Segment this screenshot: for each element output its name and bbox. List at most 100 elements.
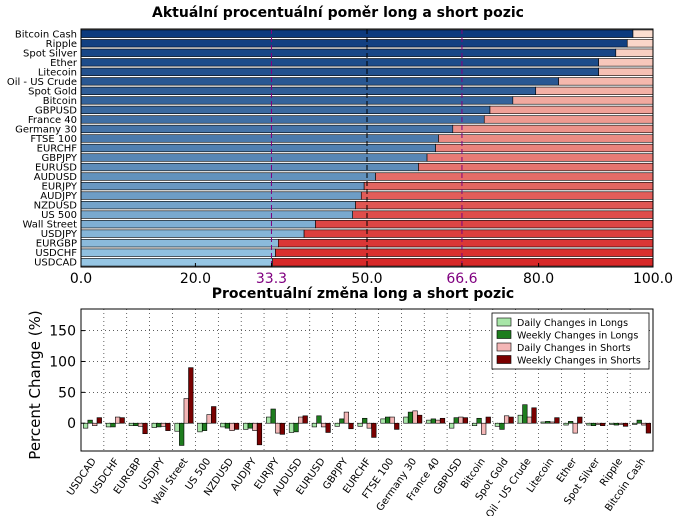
ratio-category-label: EURJPY [42,182,78,193]
change-bars [82,367,652,446]
ratio-x-tick-label: 20.0 [180,271,211,287]
ratio-long-bar [80,220,316,229]
ratio-long-bar [80,48,617,57]
change-bar [458,416,464,424]
change-bar [325,422,331,433]
change-bar [563,422,569,426]
change-bar [320,422,327,428]
change-bar [96,417,102,424]
ratio-category-label: EURCHF [37,144,78,155]
ratio-short-bar [452,124,654,134]
change-bar [522,404,528,424]
change-bar [179,422,185,446]
change-bar [201,422,208,431]
ratio-x-tick-label: 100.0 [633,271,673,287]
change-bar [266,416,272,424]
ratio-short-bar [426,153,654,162]
ratio-x-tick-label: 66.6 [446,271,477,287]
ratio-short-bar [489,105,654,115]
change-bar [462,417,468,424]
ratio-short-bar [512,96,654,105]
change-bar [343,411,349,424]
ratio-long-bar [80,29,634,38]
ratio-category-label: Germany 30 [15,124,77,135]
change-bar [105,422,112,428]
ratio-short-bar [598,67,654,76]
ratio-short-bar [483,115,654,124]
ratio-category-label: GBPJPY [41,153,77,164]
change-bar [517,414,523,424]
ratio-long-bar [80,153,428,162]
ratio-short-bar [632,29,654,38]
change-bar [233,422,240,430]
ratio-short-bar [352,210,654,219]
ratio-category-label: Oil - US Crude [7,77,77,88]
change-bar [412,410,418,424]
ratio-long-bar [80,86,537,95]
change-bar [407,411,414,424]
change-bar [229,422,235,431]
change-bar [394,422,400,430]
change-bar [554,417,560,424]
change-bar [133,422,139,426]
change-bar [302,415,308,424]
change-legend: Daily Changes in Longs Weekly Changes in … [491,312,650,370]
change-bar [137,422,144,427]
ratio-category-label: AUDJPY [40,191,78,202]
change-legend-label: Daily Changes in Shorts [517,343,631,354]
ratio-long-bar [80,239,279,248]
change-bar [577,416,583,424]
change-bar [87,419,93,424]
ratio-short-bar [435,143,654,153]
change-bar [499,422,505,430]
change-bar [142,422,148,435]
change-bar [545,421,551,424]
ratio-category-label: Ripple [46,39,77,50]
ratio-long-bar [80,172,376,181]
change-bar [435,419,441,424]
change-legend-swatch [496,355,512,364]
ratio-x-ticks: 0.0 20.0 33.3 50.0 66.6 80.0 100.0 [70,263,673,287]
change-bar [348,422,354,430]
ratio-x-tick-label: 80.0 [523,271,554,287]
change-legend-swatch [496,317,512,327]
ratio-category-label: USDCHF [35,248,77,259]
ratio-long-bar [80,77,559,86]
ratio-x-tick-label: 0.0 [70,271,92,287]
ratio-category-label: EURGBP [36,239,77,250]
ratio-x-tick-label: 33.3 [256,271,287,287]
change-bar [183,398,189,424]
ratio-category-label: GBPUSD [35,105,77,116]
ratio-long-bar [80,181,365,191]
change-bar [641,422,647,426]
change-bar [476,417,482,424]
ratio-long-bar [80,229,305,238]
ratio-category-label: Litecoin [38,67,77,78]
change-y-ticks: 0 50 100 150 [49,324,85,432]
change-bar [595,422,601,425]
ratio-long-bar [80,143,436,153]
change-bar [279,422,285,435]
change-bar [417,414,423,424]
change-bar [156,422,162,428]
change-legend-label: Weekly Changes in Shorts [517,356,641,367]
change-bar [430,418,436,424]
ratio-long-bar [80,248,276,257]
ratio-long-bar [80,67,599,76]
ratio-category-label: France 40 [28,115,77,126]
change-y-tick-label: 150 [49,324,76,340]
change-bar [366,422,372,429]
change-legend-label: Daily Changes in Longs [517,318,628,329]
ratio-chart-title: Aktuální procentuální poměr long a short… [152,5,524,21]
ratio-long-bar [80,201,356,210]
change-bar [385,416,391,424]
ratio-short-bar [558,77,654,86]
change-bar [540,421,546,424]
change-bar [288,422,295,433]
ratio-long-bar [80,258,273,267]
ratio-category-label: Spot Silver [23,48,78,59]
ratio-short-bar [315,220,654,229]
change-bar [572,422,578,434]
